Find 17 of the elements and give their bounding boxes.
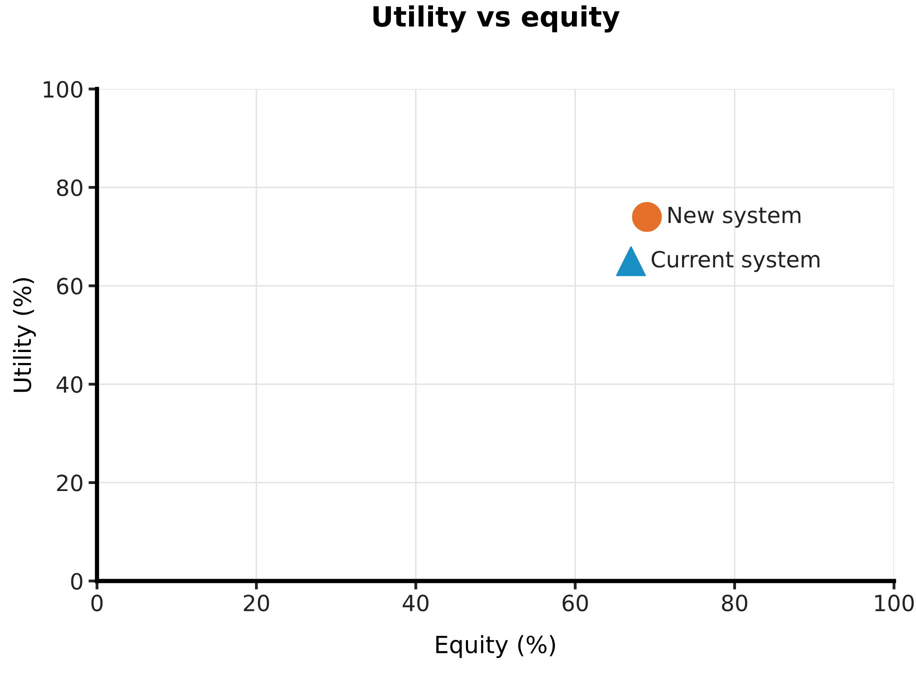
x-tick-label: 0 [91, 594, 103, 612]
series-label: Current system [652, 250, 820, 272]
y-axis-title: Utility (%) [12, 278, 36, 392]
series-label: New system [668, 206, 800, 228]
y-tick-label: 80 [57, 179, 82, 196]
y-tick-label: 100 [44, 80, 82, 98]
x-tick-label: 80 [722, 594, 748, 612]
x-tick-label: 100 [875, 594, 914, 612]
chart-title: Utility vs equity [373, 5, 620, 32]
y-tick-label: 60 [57, 278, 82, 295]
x-axis-title: Equity (%) [436, 635, 555, 658]
y-tick-label: 40 [56, 376, 82, 393]
x-tick-label: 60 [562, 594, 588, 612]
y-tick-label: 20 [57, 474, 82, 492]
y-tick-label: 0 [71, 572, 82, 590]
x-tick-label: 40 [402, 594, 428, 612]
x-tick-label: 20 [244, 594, 270, 612]
